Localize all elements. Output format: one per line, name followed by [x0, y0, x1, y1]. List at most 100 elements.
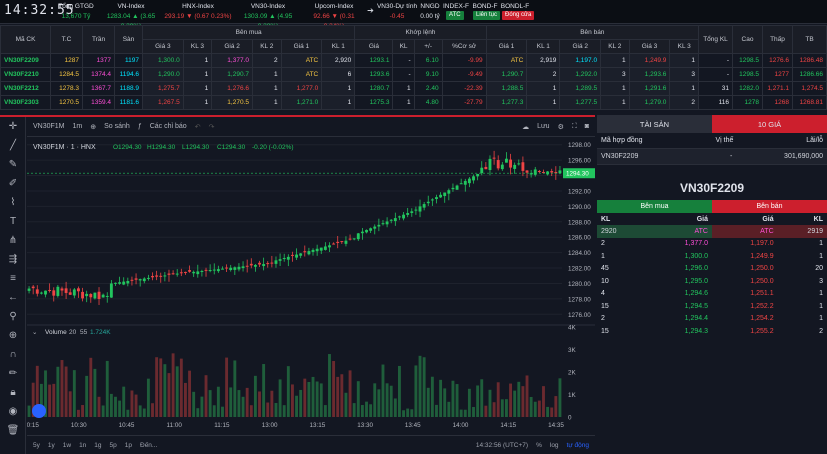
subcol-header[interactable]: Giá 2: [559, 39, 602, 54]
col-low[interactable]: Thấp: [762, 25, 793, 54]
range-button[interactable]: 5p: [109, 441, 117, 449]
candle-body: [233, 267, 237, 270]
tab-assets[interactable]: TÀI SẢN: [597, 115, 712, 133]
orderbook-row[interactable]: 15 1,294.5 1,252.2 1: [597, 300, 827, 313]
shapes-icon[interactable]: ⌇: [10, 197, 16, 208]
save-button[interactable]: Lưu: [537, 123, 550, 130]
subcol-header[interactable]: %Cơ sở: [441, 39, 487, 54]
range-button[interactable]: Đến...: [140, 441, 158, 449]
index-total[interactable]: Tổng GTGD 13,670 Tỷ: [55, 2, 97, 22]
arrow-circle-icon[interactable]: ➔: [367, 6, 374, 15]
lock-icon[interactable]: 🔒︎: [10, 387, 16, 398]
range-button[interactable]: 1w: [62, 441, 72, 449]
subcol-header[interactable]: Giá 3: [628, 39, 671, 54]
orderbook-row[interactable]: 45 1,296.0 1,250.0 20: [597, 263, 827, 276]
volume-param: 20: [69, 329, 77, 336]
pattern-icon[interactable]: ⋔: [8, 235, 18, 246]
magnet-icon[interactable]: ∩: [9, 349, 17, 360]
ruler-icon[interactable]: ⚲: [9, 311, 17, 322]
prediction-icon[interactable]: ⇶: [8, 254, 18, 265]
trendline-icon[interactable]: ╱: [9, 140, 17, 151]
subcol-header[interactable]: Giá 2: [211, 39, 253, 54]
trash-icon[interactable]: 🗑︎: [6, 425, 20, 436]
back-arrow-icon[interactable]: ←: [8, 292, 18, 303]
col-symbol[interactable]: Mã CK: [0, 25, 51, 54]
camera-icon[interactable]: ◙: [584, 123, 589, 130]
indicators-button[interactable]: Các chỉ báo: [149, 123, 187, 130]
interval-button[interactable]: 1m: [72, 123, 83, 130]
bondl-f[interactable]: BONDL-F: [500, 3, 530, 10]
subcol-header[interactable]: KL: [392, 39, 415, 54]
subcol-header[interactable]: KL 3: [182, 39, 213, 54]
fullscreen-icon[interactable]: ⛶: [571, 122, 577, 130]
board-row[interactable]: VN30F2209 1287 1377 1197 1,300.0 1 1,377.0 2 ATC…: [0, 53, 827, 68]
col-avg[interactable]: TB: [792, 25, 827, 54]
log-toggle[interactable]: log: [549, 441, 559, 449]
orderbook-row[interactable]: 10 1,295.0 1,250.0 3: [597, 275, 827, 288]
crosshair-icon[interactable]: ✛: [8, 121, 18, 132]
fib-icon[interactable]: ≡: [10, 273, 16, 284]
orderbook-row[interactable]: 15 1,294.3 1,255.2 2: [597, 325, 827, 338]
indicators-icon[interactable]: ƒ: [137, 123, 142, 130]
pen-icon[interactable]: ✐: [8, 178, 18, 189]
orderbook-row[interactable]: 4 1,294.6 1,251.1 1: [597, 288, 827, 301]
board-row[interactable]: VN30F2303 1270.5 1359.4 1181.6 1,267.5 1 1,270…: [0, 95, 827, 110]
atc-button[interactable]: ATC: [446, 11, 464, 20]
board-cell: 1282.0: [732, 81, 763, 96]
index-hnx[interactable]: HNX-Index 293.19 ▼ (0.67 0.23%): [163, 2, 233, 22]
range-button[interactable]: 1y: [47, 441, 55, 449]
settings-icon[interactable]: ⚙: [557, 123, 564, 131]
position-row[interactable]: VN30F2209 - 301,690,000: [597, 149, 827, 165]
subcol-header[interactable]: KL 1: [526, 39, 561, 54]
subcol-header[interactable]: KL 1: [321, 39, 356, 54]
board-row[interactable]: VN30F2210 1284.5 1374.4 1194.6 1,290.0 1 1,290…: [0, 67, 827, 82]
compare-icon[interactable]: ⊕: [90, 123, 97, 131]
subcol-header[interactable]: Giá 3: [142, 39, 184, 54]
candlestick-chart[interactable]: 1298.001296.001294.001292.001290.001288.…: [27, 137, 595, 435]
candle-body: [60, 288, 64, 291]
subcol-header[interactable]: +/-: [413, 39, 443, 54]
subcol-header[interactable]: Giá 1: [485, 39, 528, 54]
atc-row[interactable]: 2920 ATC ATC 2919: [597, 225, 827, 238]
percent-toggle[interactable]: %: [536, 441, 542, 449]
bond-f[interactable]: BOND-F: [472, 3, 498, 10]
col-high[interactable]: Cao: [732, 25, 763, 54]
range-button[interactable]: 1n: [79, 441, 87, 449]
text-icon[interactable]: T: [9, 216, 17, 227]
subcol-header[interactable]: KL 2: [251, 39, 282, 54]
legend-ohlc: -0.20 (-0.02%): [252, 144, 294, 151]
close-button[interactable]: Đóng cửa: [502, 11, 535, 20]
tab-ten-prices[interactable]: 10 GIÁ: [712, 115, 827, 133]
redo-icon[interactable]: ↷: [208, 123, 215, 131]
board-row[interactable]: VN30F2212 1278.3 1367.7 1188.9 1,275.7 1 1,276…: [0, 81, 827, 96]
board-cell: 1,267.5: [142, 95, 184, 110]
col-total-volume[interactable]: Tổng KL: [698, 25, 733, 54]
continuous-button[interactable]: Liên tục: [473, 11, 501, 20]
orderbook-row[interactable]: 2 1,294.4 1,254.2 1: [597, 313, 827, 326]
col-ceil[interactable]: Trần: [82, 25, 115, 54]
col-floor[interactable]: Sàn: [114, 25, 143, 54]
pencil-lock-icon[interactable]: ✏: [8, 368, 18, 379]
cloud-icon[interactable]: ☁: [522, 123, 530, 131]
orderbook-row[interactable]: 1 1,300.0 1,249.9 1: [597, 250, 827, 263]
col-ref[interactable]: T.C: [50, 25, 83, 54]
auto-toggle[interactable]: tự động: [566, 441, 589, 449]
eye-icon[interactable]: ◉: [8, 406, 18, 417]
undo-icon[interactable]: ↶: [194, 123, 201, 131]
zoom-icon[interactable]: ⊕: [8, 330, 18, 341]
volume-bar: [315, 381, 319, 417]
symbol-tab[interactable]: VN30F1M: [33, 123, 65, 130]
subcol-header[interactable]: KL 3: [669, 39, 699, 54]
range-button[interactable]: 1g: [94, 441, 102, 449]
range-button[interactable]: 5y: [33, 441, 40, 449]
sell-price: 1,249.9: [750, 252, 774, 260]
candle-body: [274, 260, 278, 264]
subcol-header[interactable]: KL 2: [600, 39, 630, 54]
orderbook-row[interactable]: 2 1,377.0 1,197.0 1: [597, 238, 827, 251]
subcol-header[interactable]: Giá: [354, 39, 394, 54]
subcol-header[interactable]: Giá 1: [280, 39, 323, 54]
range-button[interactable]: 1p: [124, 441, 132, 449]
brush-icon[interactable]: ✎: [8, 159, 18, 170]
compare-button[interactable]: So sánh: [104, 123, 130, 130]
index-f[interactable]: INDEX-F: [443, 3, 469, 10]
